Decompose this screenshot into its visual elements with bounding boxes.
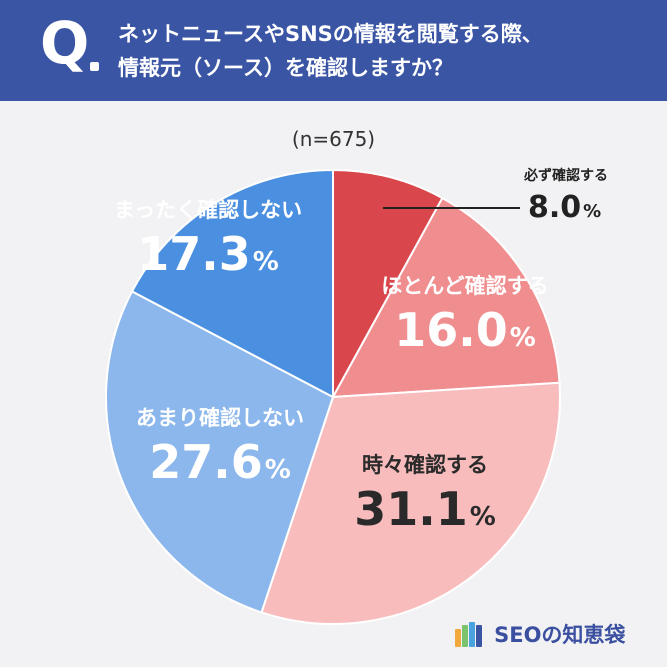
slice-label-sometimes: 時々確認する — [362, 453, 488, 477]
sample-size: (n=675) — [291, 127, 376, 151]
question-line-1: ネットニュースやSNSの情報を閲覧する際、 — [118, 22, 543, 46]
question-line-2: 情報元（ソース）を確認しますか？ — [118, 56, 453, 80]
q-dot — [90, 62, 99, 71]
brand-logo-text: SEOの知恵袋 — [494, 623, 626, 647]
brand-logo: SEOの知恵袋 — [455, 619, 625, 649]
logo-stripe — [469, 622, 475, 647]
callout-label-always: 必ず確認する — [524, 168, 608, 184]
logo-stripe — [476, 625, 482, 647]
pie-slice-rarely — [105, 290, 335, 614]
label-never-confirm: まったく確認しない 17.3% — [88, 198, 328, 281]
slice-value-mostly: 16.0% — [394, 303, 536, 357]
slice-label-mostly: ほとんど確認する — [381, 274, 549, 298]
label-sometimes-confirm: 時々確認する 31.1% — [315, 453, 535, 536]
slice-value-rarely: 27.6% — [149, 435, 291, 489]
question-header: Q ネットニュースやSNSの情報を閲覧する際、 情報元（ソース）を確認しますか？ — [0, 0, 667, 101]
slice-label-rarely: あまり確認しない — [136, 406, 304, 430]
q-letter: Q — [40, 9, 90, 77]
pie-slice-always — [332, 168, 444, 398]
label-mostly-confirm: ほとんど確認する 16.0% — [350, 274, 580, 357]
logo-stripe — [462, 625, 468, 647]
pie-slice-sometimes — [260, 381, 561, 625]
logo-stripe — [455, 629, 461, 647]
pie-slice-mostly — [331, 196, 561, 399]
label-rarely-confirm: あまり確認しない 27.6% — [100, 406, 340, 489]
bar-stripes-icon — [455, 621, 483, 647]
slice-value-never: 17.3% — [137, 227, 279, 281]
pie-slice-never — [130, 168, 334, 399]
slice-value-sometimes: 31.1% — [354, 482, 496, 536]
callout-value-always: 8.0% — [528, 190, 602, 225]
slice-label-never: まったく確認しない — [113, 198, 303, 222]
